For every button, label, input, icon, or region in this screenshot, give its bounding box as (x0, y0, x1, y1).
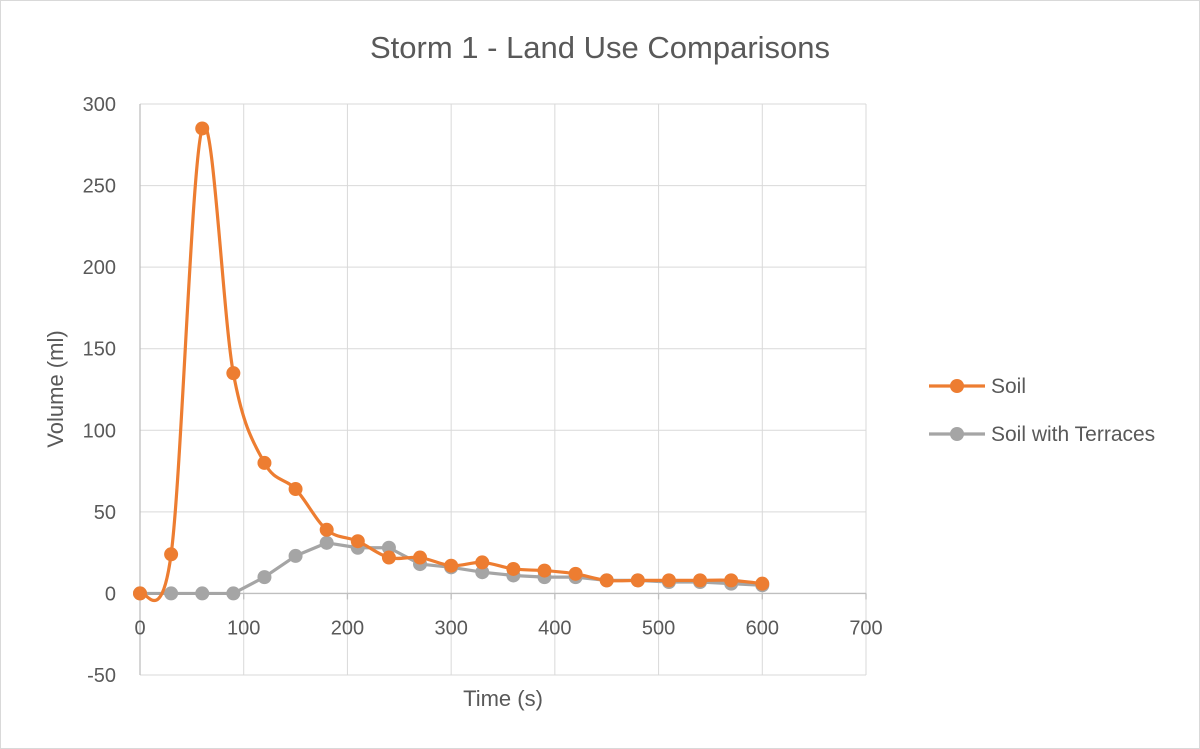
data-point-soil-with-terraces (381, 540, 396, 555)
data-point-soil (630, 573, 645, 588)
data-point-soil (537, 563, 552, 578)
data-point-soil (133, 586, 147, 601)
data-point-soil-with-terraces (288, 548, 303, 563)
tick-labels: -50 0 50 100 150 200 250 300 0 100 200 300 400 500 600… (83, 94, 883, 687)
data-point-soil (568, 566, 583, 581)
y-tick-label: 50 (94, 502, 116, 524)
y-axis-label: Volume (ml) (43, 330, 68, 447)
legend-swatch-marker (950, 379, 964, 393)
legend: Soil Soil with Terraces (929, 375, 1155, 446)
y-tick-label: 100 (83, 420, 116, 442)
y-tick-label: 300 (83, 94, 116, 116)
data-point-soil-with-terraces (319, 535, 334, 550)
data-point-soil (195, 121, 210, 136)
chart-title: Storm 1 - Land Use Comparisons (370, 30, 830, 65)
data-point-soil (755, 576, 770, 591)
x-tick-label: 300 (434, 617, 467, 639)
x-tick-label: 700 (849, 617, 882, 639)
y-tick-label: 250 (83, 176, 116, 198)
x-axis-label: Time (s) (463, 686, 543, 711)
data-point-soil-with-terraces (475, 565, 490, 580)
data-point-soil (319, 522, 334, 537)
legend-label: Soil (991, 375, 1026, 398)
x-tick-label: 100 (227, 617, 260, 639)
legend-label: Soil with Terraces (991, 423, 1155, 446)
data-point-soil (444, 558, 459, 573)
x-tick-label: 400 (538, 617, 571, 639)
data-point-soil (226, 366, 241, 381)
gridlines (140, 103, 867, 676)
x-tick-label: 600 (746, 617, 779, 639)
data-point-soil (413, 550, 428, 565)
series-group (133, 121, 770, 603)
x-tick-label: 200 (331, 617, 364, 639)
data-point-soil (506, 561, 521, 576)
data-point-soil (381, 550, 396, 565)
data-point-soil-with-terraces (257, 570, 272, 585)
data-point-soil-with-terraces (195, 586, 210, 601)
data-point-soil (257, 455, 272, 470)
axes (139, 104, 867, 675)
y-tick-label: 200 (83, 257, 116, 279)
legend-swatch-marker (950, 427, 964, 441)
data-point-soil (288, 482, 303, 497)
x-tick-label: 500 (642, 617, 675, 639)
y-tick-label: 0 (105, 583, 116, 605)
data-point-soil (661, 573, 676, 588)
data-point-soil-with-terraces (164, 586, 179, 601)
data-point-soil (693, 573, 708, 588)
data-point-soil (164, 547, 179, 562)
y-tick-label: 150 (83, 339, 116, 361)
data-point-soil (350, 534, 365, 549)
data-point-soil-with-terraces (226, 586, 241, 601)
series-soil (133, 121, 770, 603)
y-tick-label: -50 (87, 665, 116, 687)
legend-item-soil-with-terraces: Soil with Terraces (929, 423, 1155, 446)
legend-item-soil: Soil (929, 375, 1026, 398)
x-tick-label: 0 (134, 617, 145, 639)
data-point-soil (724, 573, 739, 588)
data-point-soil (599, 573, 614, 588)
data-point-soil (475, 555, 490, 570)
